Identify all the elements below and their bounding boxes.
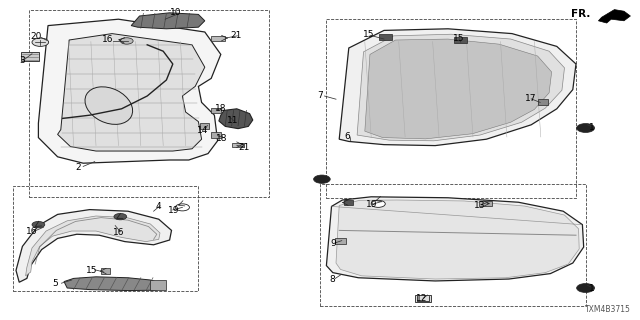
FancyBboxPatch shape <box>211 36 225 41</box>
Bar <box>320 184 586 306</box>
FancyBboxPatch shape <box>415 295 431 302</box>
Polygon shape <box>336 200 579 279</box>
Text: 13: 13 <box>474 201 485 210</box>
FancyBboxPatch shape <box>211 108 221 113</box>
Text: 21: 21 <box>239 143 250 152</box>
Text: 11: 11 <box>227 116 239 125</box>
Polygon shape <box>64 277 163 291</box>
Text: 2: 2 <box>76 163 81 172</box>
FancyBboxPatch shape <box>232 143 244 147</box>
Text: FR.: FR. <box>572 9 591 20</box>
Text: 15: 15 <box>86 266 98 275</box>
Text: 15: 15 <box>363 30 374 39</box>
Text: 15: 15 <box>452 34 464 43</box>
Circle shape <box>314 175 330 183</box>
Polygon shape <box>26 216 160 276</box>
FancyBboxPatch shape <box>200 123 209 129</box>
Circle shape <box>577 284 595 292</box>
Circle shape <box>32 221 45 228</box>
Text: 19: 19 <box>366 200 378 209</box>
FancyBboxPatch shape <box>150 280 166 290</box>
Text: 16: 16 <box>26 228 37 236</box>
Text: 18: 18 <box>216 134 228 143</box>
Polygon shape <box>219 109 253 129</box>
Text: 1: 1 <box>589 284 595 293</box>
Bar <box>326 19 576 198</box>
Ellipse shape <box>85 87 132 124</box>
FancyBboxPatch shape <box>538 99 548 105</box>
Circle shape <box>175 204 189 211</box>
Text: 3: 3 <box>19 56 25 65</box>
Polygon shape <box>326 197 584 281</box>
FancyBboxPatch shape <box>344 200 353 205</box>
FancyBboxPatch shape <box>211 132 221 138</box>
FancyBboxPatch shape <box>479 201 492 206</box>
Text: 7: 7 <box>317 92 323 100</box>
Text: 10: 10 <box>170 8 181 17</box>
Polygon shape <box>339 29 576 146</box>
Text: 5: 5 <box>52 279 58 288</box>
Text: 16: 16 <box>113 228 124 237</box>
Text: 17: 17 <box>525 94 536 103</box>
Circle shape <box>371 200 385 207</box>
Polygon shape <box>131 13 205 29</box>
Text: 12: 12 <box>416 294 428 303</box>
Circle shape <box>577 124 595 132</box>
Polygon shape <box>58 34 205 151</box>
Circle shape <box>114 213 127 220</box>
Text: 14: 14 <box>197 126 209 135</box>
FancyBboxPatch shape <box>379 34 392 40</box>
Polygon shape <box>38 19 221 163</box>
Polygon shape <box>365 39 552 139</box>
Text: 16: 16 <box>102 36 114 44</box>
Text: 1: 1 <box>589 123 595 132</box>
Text: TXM4B3715: TXM4B3715 <box>584 305 630 314</box>
FancyBboxPatch shape <box>101 268 110 274</box>
Bar <box>29 10 269 197</box>
Text: 9: 9 <box>330 239 336 248</box>
Polygon shape <box>598 10 630 23</box>
Text: 6: 6 <box>344 132 350 141</box>
Circle shape <box>32 38 49 46</box>
Text: 20: 20 <box>30 32 42 41</box>
FancyBboxPatch shape <box>21 52 39 61</box>
Bar <box>13 186 198 291</box>
Text: 4: 4 <box>156 202 161 211</box>
Circle shape <box>120 38 133 44</box>
Text: 19: 19 <box>168 206 179 215</box>
Text: 21: 21 <box>230 31 242 40</box>
FancyBboxPatch shape <box>335 238 346 244</box>
Text: 18: 18 <box>215 104 227 113</box>
Text: 8: 8 <box>330 275 335 284</box>
Polygon shape <box>357 34 564 141</box>
FancyBboxPatch shape <box>454 37 467 43</box>
Polygon shape <box>16 210 172 282</box>
